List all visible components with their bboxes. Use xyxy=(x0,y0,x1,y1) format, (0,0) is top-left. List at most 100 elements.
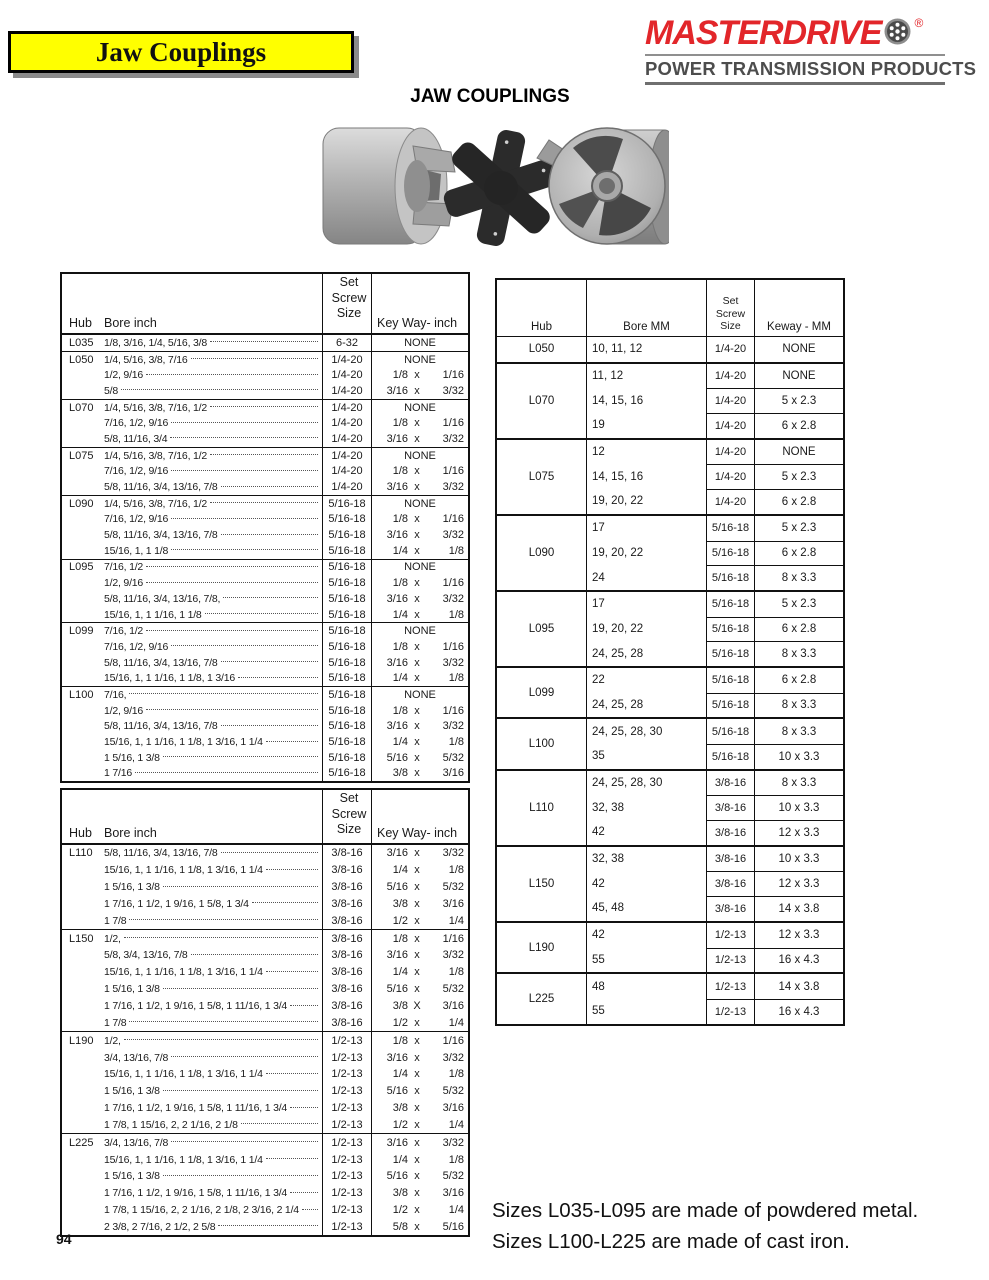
set-screw-cell: 1/4-20 xyxy=(707,363,755,389)
table-row: 15/16, 1, 1 1/8 5/16-18 1/4 x 1/8 xyxy=(62,542,468,559)
set-screw-cell: 1/2-13 xyxy=(322,1201,372,1219)
dotted-leader xyxy=(171,421,318,423)
dotted-leader xyxy=(146,708,318,711)
keyway-separator: x xyxy=(414,881,420,894)
set-screw-cell: 1/4-20 xyxy=(322,431,372,447)
dotted-leader xyxy=(210,405,318,408)
table-row: 24 5/16-18 8 x 3.3 xyxy=(587,565,843,590)
set-screw-cell: 3/8-16 xyxy=(707,846,755,872)
bore-values: 1 5/16, 1 3/8 xyxy=(104,751,160,764)
set-screw-cell: 3/8-16 xyxy=(707,770,755,796)
set-screw-cell: 5/16-18 xyxy=(707,719,755,744)
keyway-value: 3/32 xyxy=(442,384,464,397)
keyway-cell: 1/2 x 1/4 xyxy=(372,1204,468,1216)
keyway-cell: 3/16 x 3/32 xyxy=(372,1052,468,1064)
bore-cell: 15/16, 1, 1 1/16, 1 1/8, 1 3/16, 1 1/4 xyxy=(104,966,322,978)
bore-mm-cell: 42 xyxy=(587,871,707,897)
table-row: 19, 20, 22 1/4-20 6 x 2.8 xyxy=(587,489,843,514)
set-screw-cell: 3/8-16 xyxy=(707,820,755,845)
keyway-value: 3/32 xyxy=(442,949,464,962)
metric-table-header: Hub Bore MM Set Screw Size Keway - MM xyxy=(497,280,843,337)
set-screw-cell: 3/8-16 xyxy=(322,845,372,862)
keyway-value: 5/16 xyxy=(386,881,408,894)
table-row: 1 7/8 3/8-16 1/2 x 1/4 xyxy=(62,912,468,930)
bore-values: 5/8, 11/16, 3/4, 13/16, 7/8 xyxy=(104,656,218,669)
set-screw-column-header: Set Screw Size xyxy=(322,274,372,333)
footnote-line-1: Sizes L035-L095 are made of powdered met… xyxy=(492,1199,919,1222)
table-row: 24, 25, 28, 30 5/16-18 8 x 3.3 xyxy=(587,719,843,744)
bore-values: 1/2, 9/16 xyxy=(104,577,144,590)
dotted-leader xyxy=(162,755,318,758)
keyway-separator: x xyxy=(414,1153,420,1166)
set-screw-cell: 5/16-18 xyxy=(322,654,372,671)
hub-cell: L035 xyxy=(69,336,94,349)
bore-values: 5/8, 11/16, 3/4, 13/16, 7/8 xyxy=(104,847,218,860)
set-screw-cell: 1/4-20 xyxy=(322,383,372,399)
bore-mm-cell: 14, 15, 16 xyxy=(587,464,707,490)
hub-group-l075: L075 12 1/4-20 NONE 14, 15, 16 1/4-20 5 x 2.3 1… xyxy=(497,439,843,516)
bore-values: 15/16, 1, 1 1/16, 1 1/8, 1 3/16, 1 1/4 xyxy=(104,864,263,877)
bore-mm-cell: 19, 20, 22 xyxy=(587,616,707,642)
keyway-value: 1/8 xyxy=(392,369,408,382)
bore-values: 1 7/8, 1 15/16, 2, 2 1/16, 2 1/8 xyxy=(104,1118,238,1131)
hub-group-rows: 32, 38 3/8-16 10 x 3.3 42 3/8-16 12 x 3.3 45, … xyxy=(587,846,843,921)
bore-mm-cell: 22 xyxy=(587,667,707,693)
table-row: 42 1/2-13 12 x 3.3 xyxy=(587,922,843,948)
bore-values: 1/8, 3/16, 1/4, 5/16, 3/8 xyxy=(104,336,207,349)
bore-cell: 1 7/8 xyxy=(104,915,322,927)
banner-title: Jaw Couplings xyxy=(95,36,267,67)
keyway-cell: NONE xyxy=(404,449,436,462)
keyway-cell: 3/16 x 3/32 xyxy=(372,949,468,961)
bore-values: 5/8, 11/16, 3/4, 13/16, 7/8 xyxy=(104,720,218,733)
bore-cell: 5/8, 11/16, 3/4, 13/16, 7/8 xyxy=(104,529,322,541)
dotted-leader xyxy=(220,724,318,726)
bore-cell: 1 5/16, 1 3/8 xyxy=(104,983,322,995)
bore-cell: 1 7/16, 1 1/2, 1 9/16, 1 5/8, 1 11/16, 1… xyxy=(104,1000,322,1012)
keyway-value: 1/8 xyxy=(448,736,464,749)
hub-column-header: Hub xyxy=(69,826,92,840)
keyway-value: 1/8 xyxy=(392,640,408,653)
inch-table-1-body: L035 1/8, 3/16, 1/4, 5/16, 3/8 6-32 NONE L05… xyxy=(62,335,468,782)
table-row: L070 1/4, 5/16, 3/8, 7/16, 1/2 1/4-20 NONE xyxy=(62,399,468,416)
set-screw-cell: 1/2-13 xyxy=(707,974,755,999)
bore-values: 1 7/16, 1 1/2, 1 9/16, 1 5/8, 1 11/16, 1… xyxy=(104,1102,288,1115)
bore-cell: 7/16, 1/2 xyxy=(104,561,322,573)
keyway-value: 1/8 xyxy=(392,932,408,945)
set-screw-cell: 3/8-16 xyxy=(707,896,755,921)
keyway-cell: 1/8 x 1/16 xyxy=(372,933,468,945)
table-row: 48 1/2-13 14 x 3.8 xyxy=(587,974,843,999)
bore-values: 1 7/8 xyxy=(104,1016,127,1029)
hub-group-l099: L099 22 5/16-18 6 x 2.8 24, 25, 28 5/16-18 8 x… xyxy=(497,667,843,720)
hub-cell: L110 xyxy=(497,770,587,845)
left-hub xyxy=(322,127,456,245)
table-row: 17 5/16-18 5 x 2.3 xyxy=(587,591,843,617)
hub-group-l190: L190 1/2, 1/2-13 1/8 x 1/16 3/4, 13/16, 7/8 1/2… xyxy=(62,1032,468,1135)
keyway-mm-cell: 6 x 2.8 xyxy=(781,674,817,687)
bore-mm-cell: 17 xyxy=(587,515,707,541)
dotted-leader xyxy=(251,901,318,904)
inch-table-2: Hub Bore inch Set Screw Size Key Way- in… xyxy=(60,788,470,1238)
hub-group-l095: L095 7/16, 1/2 5/16-18 NONE 1/2, 9/16 5/16-18… xyxy=(62,559,468,624)
bore-cell: 15/16, 1, 1 1/16, 1 1/8, 1 3/16, 1 1/4 xyxy=(104,1154,322,1166)
keyway-mm-cell: 14 x 3.8 xyxy=(755,896,843,921)
keyway-value: 3/8 xyxy=(392,1102,408,1115)
table-row: L095 7/16, 1/2 5/16-18 NONE xyxy=(62,559,468,576)
keyway-separator: x xyxy=(414,736,420,749)
bore-values: 1/4, 5/16, 3/8, 7/16, 1/2 xyxy=(104,497,207,510)
set-screw-column-header: Set Screw Size xyxy=(707,280,755,336)
keyway-value: 1/8 xyxy=(448,1153,464,1166)
material-footnote: Sizes L035-L095 are made of powdered met… xyxy=(492,1196,918,1258)
keyway-separator: x xyxy=(414,465,420,478)
set-screw-cell: 3/8-16 xyxy=(322,930,372,948)
keyway-value: 1/4 xyxy=(392,1153,408,1166)
bore-values: 5/8 xyxy=(104,384,118,397)
bore-values: 3/4, 13/16, 7/8 xyxy=(104,1051,169,1064)
table-row: 17 5/16-18 5 x 2.3 xyxy=(587,515,843,541)
keyway-value: 1/8 xyxy=(392,513,408,526)
set-screw-cell: 1/4-20 xyxy=(707,413,755,438)
hub-group-l070: L070 1/4, 5/16, 3/8, 7/16, 1/2 1/4-20 NONE 7… xyxy=(62,399,468,448)
set-screw-column-header: Set Screw Size xyxy=(322,790,372,843)
set-screw-cell: 5/16-18 xyxy=(322,623,372,640)
keyway-value: 3/16 xyxy=(386,847,408,860)
